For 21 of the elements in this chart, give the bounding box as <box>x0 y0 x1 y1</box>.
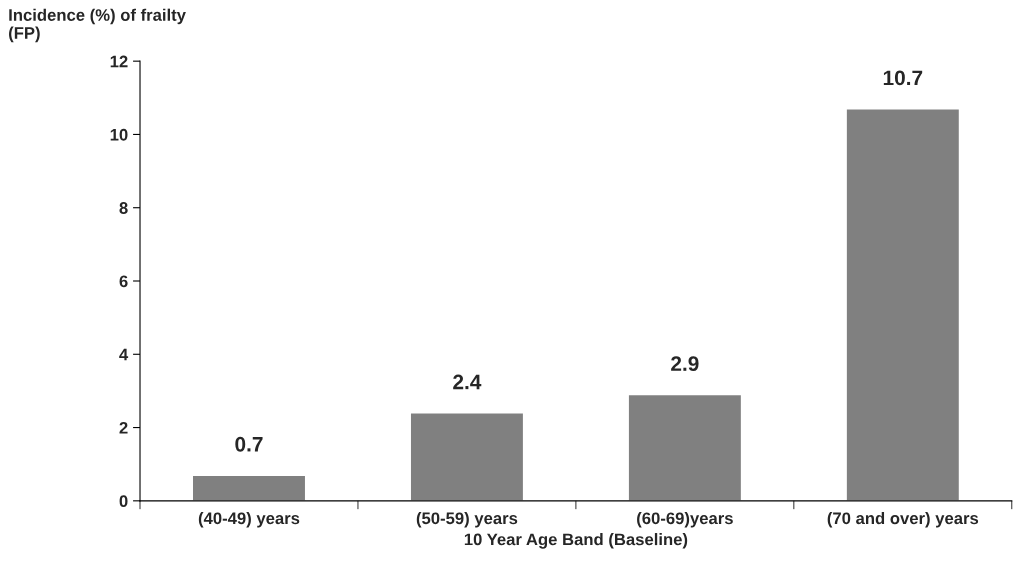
data-label: 10.7 <box>883 70 923 86</box>
data-label: 0.7 <box>235 436 263 452</box>
y-tick-label: 0 <box>119 495 128 508</box>
y-tick-label: 8 <box>119 202 128 214</box>
y-axis-title: Incidence (%) of frailty (FP) <box>9 8 186 43</box>
x-tick-label: (60-69)years <box>637 511 733 528</box>
bar <box>191 474 307 501</box>
x-tick-label: (70 and over) years <box>827 511 979 528</box>
bar <box>845 108 961 501</box>
x-tick-label: (40-49) years <box>198 511 300 528</box>
y-tick-label: 10 <box>110 128 128 141</box>
bar <box>627 393 743 501</box>
x-axis-title: 10 Year Age Band (Baseline) <box>464 533 688 549</box>
y-tick-label: 2 <box>119 421 128 434</box>
y-tick-label: 6 <box>119 275 128 288</box>
data-label: 2.9 <box>671 356 699 372</box>
data-label: 2.4 <box>453 374 482 390</box>
x-tick-label: (50-59) years <box>416 511 518 528</box>
bar <box>409 412 525 501</box>
y-tick-label: 4 <box>119 348 129 361</box>
y-tick-label: 12 <box>110 55 128 68</box>
